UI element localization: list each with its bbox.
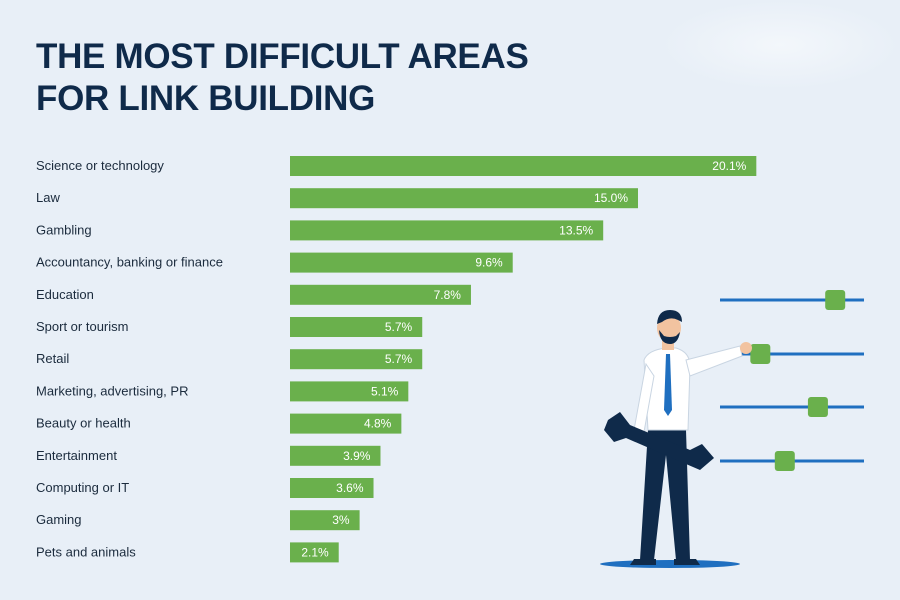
slider-controls: [720, 290, 864, 471]
category-label: Marketing, advertising, PR: [36, 383, 188, 398]
value-label: 3.6%: [336, 481, 364, 495]
category-label: Science or technology: [36, 158, 164, 173]
page-title: THE MOST DIFFICULT AREAS FOR LINK BUILDI…: [36, 36, 529, 120]
bar: [290, 478, 374, 498]
category-label: Pets and animals: [36, 544, 136, 559]
category-label: Computing or IT: [36, 480, 129, 495]
value-label: 2.1%: [301, 545, 329, 559]
bar: [290, 220, 604, 241]
value-label: 13.5%: [559, 223, 593, 237]
value-label: 5.7%: [385, 320, 413, 334]
bar: [290, 413, 402, 434]
bar: [290, 381, 409, 402]
businessman-with-wrench-and-sliders-icon: [600, 290, 864, 568]
figure-torso: [643, 347, 691, 431]
slider-knob: [774, 451, 795, 471]
figure-head: [657, 310, 682, 350]
value-label: 20.1%: [712, 159, 746, 173]
title-line-2: FOR LINK BUILDING: [36, 79, 376, 118]
category-label: Entertainment: [36, 448, 117, 463]
bar: [290, 156, 757, 176]
bar: [290, 188, 638, 209]
slider-knob: [825, 290, 846, 310]
category-label: Sport or tourism: [36, 319, 128, 334]
background-glow: [660, 0, 900, 90]
value-label: 7.8%: [434, 288, 462, 302]
value-label: 4.8%: [364, 417, 392, 431]
category-label: Retail: [36, 351, 69, 366]
title-line-1: THE MOST DIFFICULT AREAS: [36, 37, 529, 76]
category-label: Gambling: [36, 222, 92, 237]
value-label: 5.7%: [385, 352, 413, 366]
figure-legs: [630, 430, 700, 565]
slider-knob: [807, 397, 828, 417]
bar: [290, 252, 513, 273]
tie-icon: [664, 354, 672, 416]
ground-shadow: [600, 560, 740, 568]
slider-knob: [750, 344, 771, 364]
category-label: Beauty or health: [36, 416, 131, 431]
category-label: Law: [36, 190, 60, 205]
category-label: Accountancy, banking or finance: [36, 255, 223, 270]
category-label: Education: [36, 287, 94, 302]
wrench-icon: [604, 412, 714, 470]
figure-raised-arm: [685, 342, 752, 377]
bar: [290, 317, 423, 337]
bar-chart: Science or technology 20.1% Law 15.0% Gambli…: [36, 156, 757, 563]
bar: [290, 284, 471, 305]
value-label: 9.6%: [475, 256, 503, 270]
value-label: 5.1%: [371, 384, 399, 398]
bar: [290, 542, 339, 563]
value-label: 15.0%: [594, 191, 628, 205]
bar: [290, 445, 381, 466]
value-label: 3%: [332, 513, 350, 527]
value-label: 3.9%: [343, 449, 371, 463]
bar: [290, 349, 423, 370]
bar: [290, 510, 360, 531]
category-label: Gaming: [36, 512, 82, 527]
